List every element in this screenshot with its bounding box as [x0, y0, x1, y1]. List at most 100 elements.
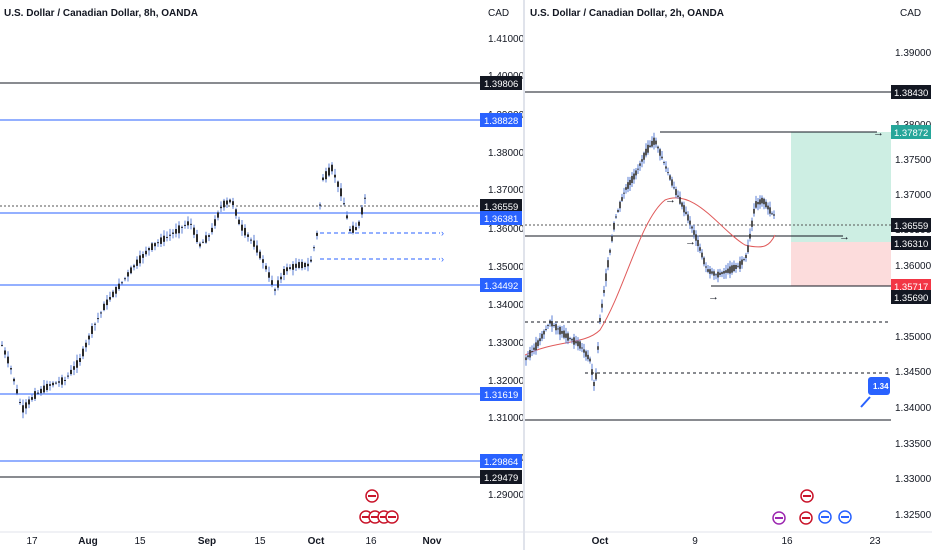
candle-body [617, 210, 619, 212]
candle-body [4, 350, 6, 355]
candle-body [535, 342, 537, 351]
candle-body [615, 216, 617, 218]
candle-body [364, 197, 366, 199]
candle-body [579, 341, 581, 349]
candle-body [667, 172, 669, 174]
candle-body [697, 239, 699, 247]
moving-average-line [525, 197, 776, 356]
candle-body [301, 261, 303, 269]
panel-divider[interactable] [523, 0, 524, 550]
candle-body [671, 179, 673, 186]
candle-body [559, 326, 561, 335]
candle-body [253, 240, 255, 247]
candle-body [643, 152, 645, 160]
price-tooltip [868, 377, 890, 395]
x-axis-tick: 16 [781, 536, 793, 547]
arrow-icon: → [873, 127, 884, 139]
candle-body [743, 259, 745, 261]
candle-body [346, 215, 348, 219]
candle-body [533, 347, 535, 350]
x-axis-tick: Oct [592, 536, 609, 547]
candle-body [310, 259, 312, 262]
candle-body [641, 159, 643, 162]
candle-body [328, 167, 330, 176]
candle-body [567, 333, 569, 341]
candle-body [175, 229, 177, 234]
y-axis-tick: 1.29000 [488, 490, 524, 501]
price-label-box [480, 199, 522, 213]
candle-body [82, 348, 84, 357]
candle-body [97, 318, 99, 320]
candle-body [625, 187, 627, 190]
candle-body [46, 383, 48, 391]
candle-body [597, 346, 599, 350]
y-axis-tick: 1.34000 [895, 403, 932, 414]
candle-body [202, 241, 204, 243]
candle-body [673, 187, 675, 189]
candle-body [112, 291, 114, 297]
candle-body [675, 189, 677, 196]
candle-body [595, 372, 597, 380]
target-zone [791, 132, 891, 242]
price-label: 1.36310 [894, 239, 928, 250]
candle-body [745, 254, 747, 258]
candle-body [659, 149, 661, 156]
price-label: 1.39806 [484, 79, 518, 90]
x-axis-tick: 16 [365, 536, 377, 547]
y-axis-tick: 1.35000 [895, 332, 932, 343]
candle-body [773, 214, 775, 216]
candle-body [707, 269, 709, 272]
candle-body [64, 379, 66, 381]
candle-body [701, 252, 703, 258]
candle-body [705, 266, 707, 268]
candle-body [689, 220, 691, 225]
candle-body [103, 303, 105, 311]
projection-arrow: › [441, 254, 444, 264]
candle-body [49, 384, 51, 386]
candle-body [531, 351, 533, 353]
candle-body [761, 197, 763, 204]
candle-body [52, 382, 54, 386]
y-axis-tick: 1.36000 [895, 261, 932, 272]
candle-body [226, 200, 228, 205]
candle-body [541, 333, 543, 339]
y-axis-tick: 1.37000 [895, 190, 932, 201]
candle-body [723, 271, 725, 274]
x-axis-tick: 15 [134, 536, 146, 547]
candle-body [271, 280, 273, 285]
candle-body [727, 268, 729, 273]
candle-body [639, 163, 641, 166]
candle-body [334, 174, 336, 178]
candle-body [265, 265, 267, 270]
candle-body [555, 324, 557, 331]
candle-body [340, 188, 342, 197]
candle-body [585, 351, 587, 357]
candle-body [160, 237, 162, 244]
candle-body [31, 397, 33, 400]
candle-body [623, 192, 625, 194]
candle-body [719, 272, 721, 276]
candle-body [591, 369, 593, 375]
candle-body [703, 257, 705, 265]
candle-body [67, 375, 69, 377]
candle-body [621, 197, 623, 201]
currency-label: CAD [900, 8, 922, 19]
candle-body [238, 219, 240, 225]
candle-body [669, 175, 671, 180]
candle-body [40, 388, 42, 394]
x-axis-tick: 9 [692, 536, 698, 547]
candle-body [751, 220, 753, 227]
price-label-box [480, 470, 522, 484]
price-chart-8h[interactable]: 1.410001.400001.390001.380001.370001.360… [0, 0, 524, 550]
chart-panel-8h[interactable]: U.S. Dollar / Canadian Dollar, 8h, OANDA… [0, 0, 524, 550]
candle-body [577, 341, 579, 347]
candle-body [733, 264, 735, 272]
price-label-box [891, 279, 931, 293]
candle-body [749, 233, 751, 239]
projection-arrow: › [441, 228, 444, 238]
y-axis-tick: 1.39000 [895, 48, 932, 59]
chart-panel-2h[interactable]: U.S. Dollar / Canadian Dollar, 2h, OANDA… [524, 0, 932, 550]
candle-body [268, 272, 270, 278]
price-chart-2h[interactable]: 1.390001.380001.375001.370001.365001.360… [525, 0, 932, 550]
candle-body [190, 223, 192, 225]
